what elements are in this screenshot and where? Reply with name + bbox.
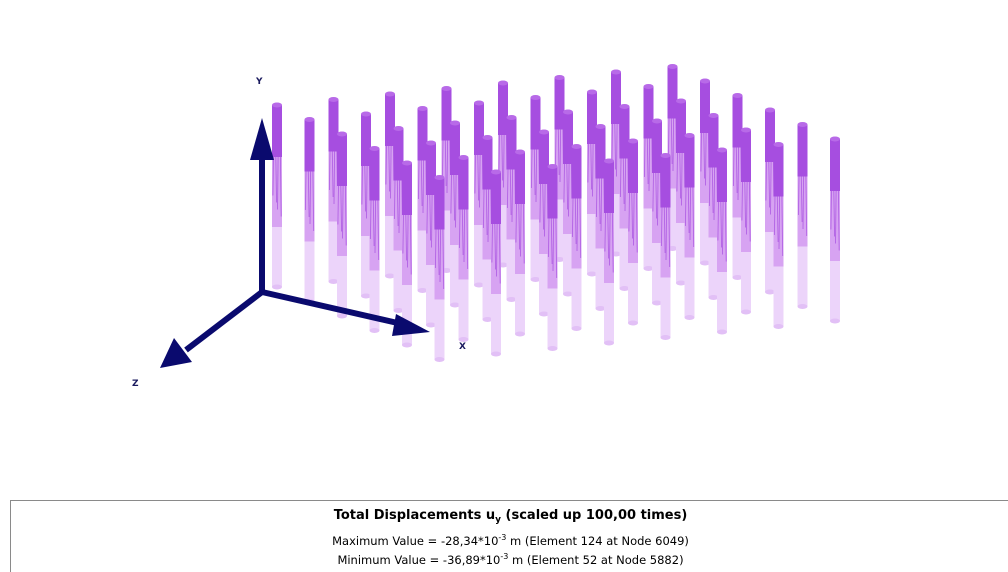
x-axis-arrowhead [392,314,430,336]
pile [830,136,840,324]
max-value-suffix: m (Element 124 at Node 6049) [506,534,689,548]
pile [797,122,808,309]
pile-group [272,64,840,362]
legend-title-subscript: y [495,515,502,525]
pile [676,98,686,286]
z-axis-label: Z [132,379,139,389]
pile [660,153,671,340]
x-axis-line [261,289,403,327]
max-value-exponent: -3 [498,533,507,542]
model-viewport[interactable]: Y X Z [0,0,1008,480]
pile [717,147,727,335]
pile [458,155,469,342]
pile [402,160,412,348]
legend-max-value: Maximum Value = -28,34*10-3 m (Element 1… [11,533,1008,549]
min-value-exponent: -3 [500,552,509,561]
pile [539,129,549,317]
z-axis-line [184,289,264,353]
pile [547,164,558,351]
pile [604,158,614,346]
pile [628,138,638,326]
z-axis-arrowhead [160,338,192,368]
results-legend-panel: Total Displacements uy (scaled up 100,00… [10,500,1008,572]
x-axis-label: X [459,342,466,352]
pile [450,120,460,308]
pile [337,131,347,319]
legend-min-value: Minimum Value = -36,89*10-3 m (Element 5… [11,552,1008,568]
pile [369,146,380,333]
pile [571,144,582,331]
pile [272,102,282,290]
legend-title: Total Displacements uy (scaled up 100,00… [11,508,1008,528]
max-value-prefix: Maximum Value = -28,34*10 [332,534,499,548]
pile [434,175,445,362]
model-3d-view[interactable]: Y X Z [0,0,1008,480]
pile [482,135,493,322]
pile [595,124,606,311]
pile [773,142,784,329]
pile [304,117,315,304]
pile [491,169,501,357]
min-value-suffix: m (Element 52 at Node 5882) [508,553,684,567]
legend-title-rest: (scaled up 100,00 times) [501,508,688,523]
pile [700,78,710,266]
y-axis-label: Y [255,77,263,87]
axis-triad: Y X Z [132,77,466,389]
pile [515,149,525,337]
pile [684,133,695,320]
legend-title-main: Total Displacements u [333,508,496,523]
y-axis-arrowhead [250,118,274,160]
pile [741,127,751,315]
min-value-prefix: Minimum Value = -36,89*10 [337,553,501,567]
